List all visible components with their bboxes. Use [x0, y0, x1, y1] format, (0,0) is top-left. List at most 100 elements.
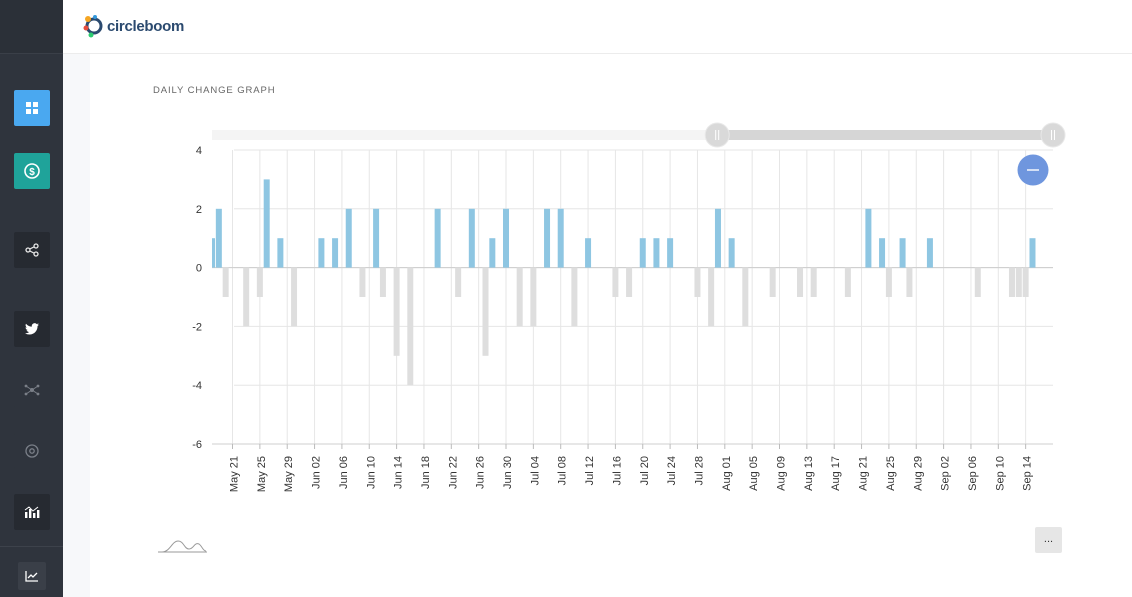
chart-bar[interactable] — [455, 267, 462, 297]
x-tick-label: Aug 21 — [858, 456, 870, 491]
chart-bar[interactable] — [407, 267, 414, 386]
chart-bar[interactable] — [694, 267, 701, 297]
chart-bar[interactable] — [844, 267, 851, 297]
chart-bar[interactable] — [434, 208, 441, 268]
chart-bar[interactable] — [714, 208, 721, 268]
dashboard-icon — [26, 102, 38, 114]
chart-bar[interactable] — [373, 208, 380, 268]
chart-bar[interactable] — [277, 238, 284, 268]
chart-bar[interactable] — [797, 267, 804, 297]
chart-bar[interactable] — [256, 267, 263, 297]
twitter-button[interactable] — [14, 311, 50, 347]
chart-bar[interactable] — [212, 238, 215, 268]
chart-bar[interactable] — [379, 267, 386, 297]
chart-bar[interactable] — [1022, 267, 1029, 297]
x-tick-label: Jun 26 — [475, 456, 487, 489]
chart-bar[interactable] — [482, 267, 489, 356]
x-tick-label: Jun 06 — [338, 456, 350, 489]
chart-bar[interactable] — [1015, 267, 1022, 297]
y-axis: 4 2 0 -2 -4 -6 — [192, 145, 202, 451]
chart-bar[interactable] — [667, 238, 674, 268]
chart-bar[interactable] — [359, 267, 366, 297]
chart-bar[interactable] — [489, 238, 496, 268]
x-tick-label: Jun 30 — [502, 456, 514, 489]
share-button[interactable] — [14, 232, 50, 268]
chart-bar[interactable] — [742, 267, 749, 327]
sidebar-divider — [0, 546, 63, 547]
chart-bar[interactable] — [544, 208, 551, 268]
chart-bar[interactable] — [626, 267, 633, 297]
y-tick-label: 2 — [196, 204, 202, 216]
chart-bar[interactable] — [393, 267, 400, 356]
chart-bar[interactable] — [318, 238, 325, 268]
x-tick-label: Jul 28 — [693, 456, 705, 485]
x-tick-label: Aug 09 — [776, 456, 788, 491]
logo-text: circleboom — [107, 17, 185, 35]
twitter-icon — [25, 323, 39, 335]
x-tick-label: Aug 05 — [748, 456, 760, 491]
chart-bar[interactable] — [1008, 267, 1015, 297]
chart-bar[interactable] — [926, 238, 933, 268]
scrollbar-handle-left[interactable] — [704, 122, 730, 148]
x-tick-label: Aug 01 — [721, 456, 733, 491]
chart-bar[interactable] — [215, 208, 222, 268]
chart-bar[interactable] — [865, 208, 872, 268]
network-button[interactable] — [14, 372, 50, 408]
target-icon — [25, 444, 39, 458]
chart-bar[interactable] — [810, 267, 817, 297]
x-tick-label: Jul 20 — [639, 456, 651, 485]
chart-bar[interactable] — [503, 208, 510, 268]
chart-bar[interactable] — [585, 238, 592, 268]
chart-bar[interactable] — [653, 238, 660, 268]
chart-bar[interactable] — [291, 267, 298, 327]
logo[interactable]: circleboom — [83, 14, 184, 38]
chart-bar[interactable] — [899, 238, 906, 268]
chart-bar[interactable] — [557, 208, 564, 268]
chart-bar[interactable] — [516, 267, 523, 327]
network-icon — [24, 384, 40, 396]
scrollbar-thumb[interactable] — [717, 130, 1053, 140]
target-button[interactable] — [14, 433, 50, 469]
chart-scrollbar — [212, 122, 1066, 148]
zoom-out-button[interactable] — [1017, 154, 1049, 186]
chart-bar[interactable] — [885, 267, 892, 297]
chart-title: DAILY CHANGE GRAPH — [153, 85, 276, 96]
x-tick-label: Jul 16 — [611, 456, 623, 485]
chart-bar[interactable] — [530, 267, 537, 327]
y-tick-label: 0 — [196, 263, 202, 275]
chart-bar[interactable] — [728, 238, 735, 268]
chart-bar[interactable] — [332, 238, 339, 268]
x-axis: May 21 May 25 May 29 Jun 02 Jun 06 Jun 10 Jun … — [212, 443, 1053, 492]
chart-bar[interactable] — [263, 179, 270, 268]
chart-bar[interactable] — [222, 267, 229, 297]
chart-bar[interactable] — [639, 238, 646, 268]
chart-bar[interactable] — [243, 267, 250, 327]
chart-bar[interactable] — [708, 267, 715, 327]
chart-bar[interactable] — [879, 238, 886, 268]
chart-bar[interactable] — [1029, 238, 1036, 268]
chart-bar[interactable] — [906, 267, 913, 297]
chart-bar[interactable] — [612, 267, 619, 297]
scrollbar-handle-right[interactable] — [1040, 122, 1066, 148]
y-tick-label: -6 — [192, 439, 202, 451]
y-tick-label: -2 — [192, 321, 202, 333]
chart-grid — [212, 149, 1053, 445]
chart-menu-button[interactable]: ... — [1035, 527, 1062, 553]
sidebar: $ — [0, 0, 63, 597]
chart-bar[interactable] — [571, 267, 578, 327]
chart-bar[interactable] — [468, 208, 475, 268]
line-chart-icon — [25, 571, 38, 582]
analytics-button[interactable] — [18, 562, 46, 590]
x-tick-label: Jun 14 — [393, 456, 405, 489]
x-tick-label: Jul 24 — [666, 456, 678, 485]
content-gutter — [63, 54, 90, 597]
billing-button[interactable]: $ — [14, 153, 50, 189]
chart-bar[interactable] — [974, 267, 981, 297]
dashboard-button[interactable] — [14, 90, 50, 126]
x-tick-label: Jul 12 — [584, 456, 596, 485]
chart-bar[interactable] — [769, 267, 776, 297]
chart-bar[interactable] — [345, 208, 352, 268]
stats-button[interactable] — [14, 494, 50, 530]
top-header: circleboom — [63, 0, 1132, 54]
